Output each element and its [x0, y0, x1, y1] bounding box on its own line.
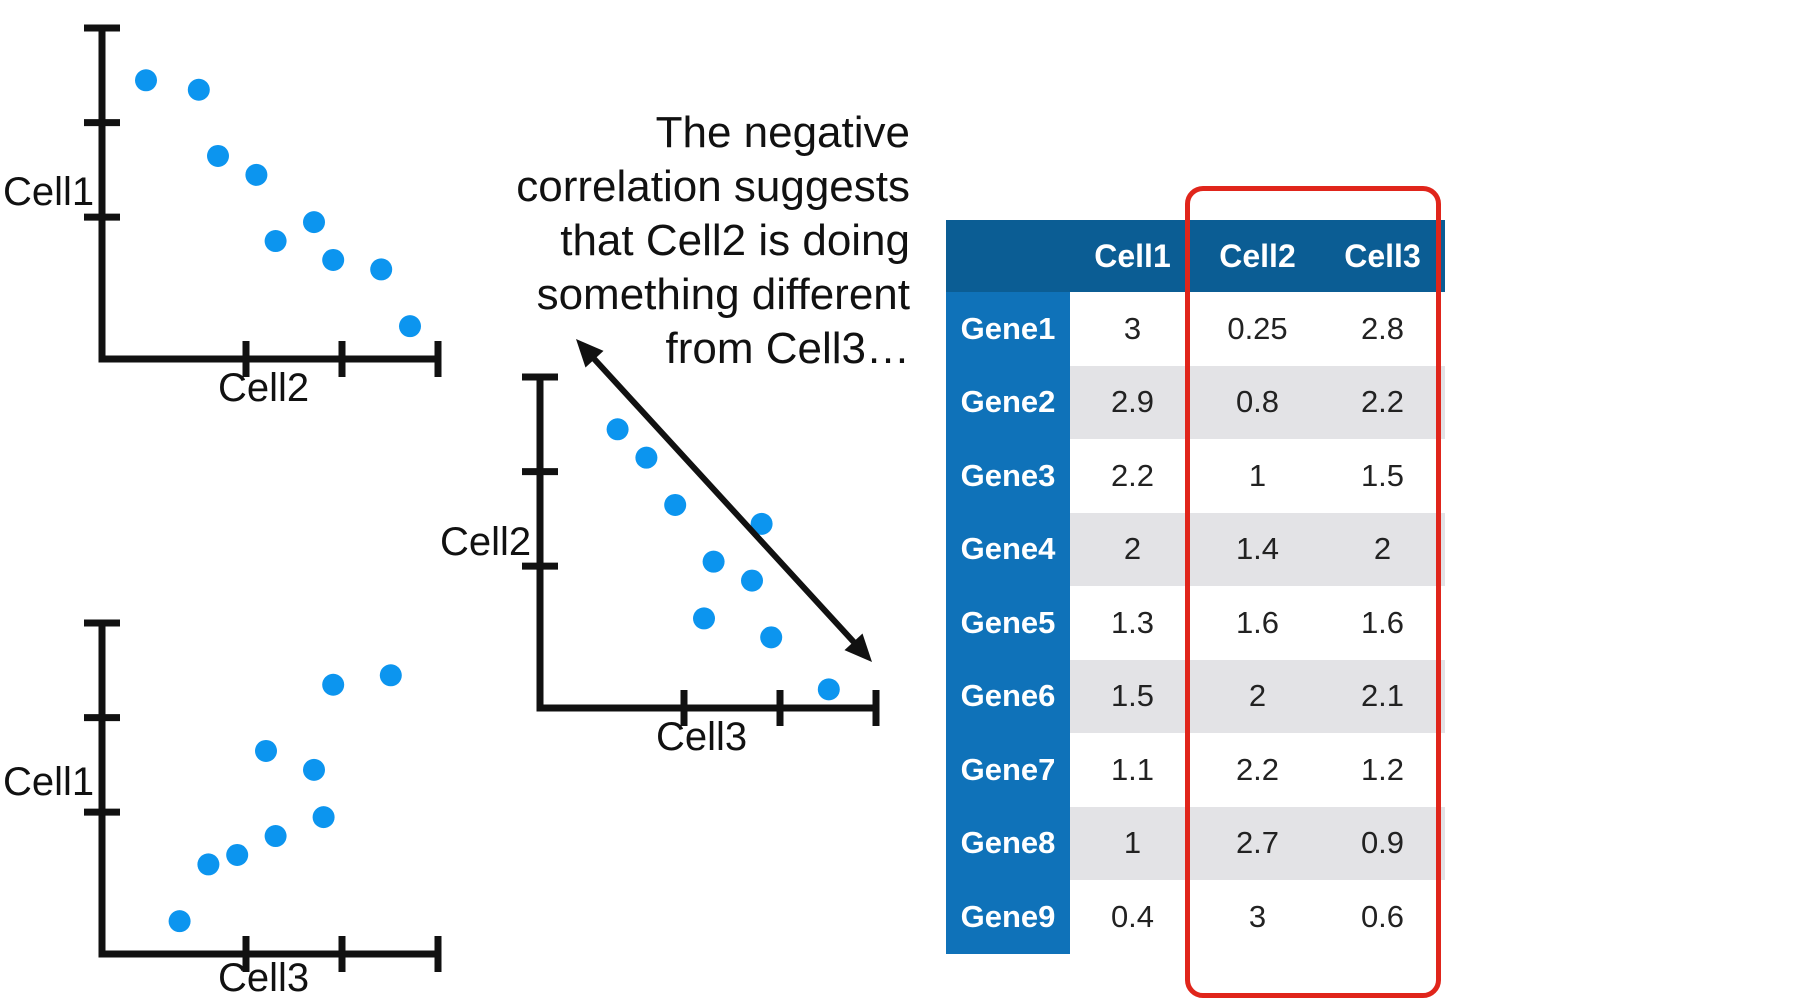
- annotation-line: correlation suggests: [516, 162, 910, 211]
- table-cell: 3: [1195, 880, 1320, 954]
- table-cell: 0.8: [1195, 365, 1320, 439]
- plot3-data-point: [760, 626, 783, 649]
- row-header-gene9: Gene9: [946, 880, 1070, 954]
- plot3-ylabel: Cell2: [440, 520, 532, 564]
- column-header-cell2: Cell2: [1195, 220, 1320, 292]
- plot3-data-point: [750, 512, 773, 535]
- table-cell: 1.3: [1070, 586, 1195, 660]
- row-header-gene5: Gene5: [946, 586, 1070, 660]
- plot2-ylabel: Cell1: [3, 760, 95, 804]
- trend-arrow-head-start: [576, 339, 604, 368]
- plot2-data-point: [255, 739, 277, 762]
- table-cell: 2.8: [1320, 292, 1445, 366]
- plot2-data-point: [322, 673, 345, 696]
- column-header-cell3: Cell3: [1320, 220, 1445, 292]
- table-row: Gene6 1.5 2 2.1: [946, 659, 1445, 733]
- table-body: Gene1 3 0.25 2.8 Gene2 2.9 0.8 2.2 Gene3 2.2 1 1.5 G…: [946, 292, 1445, 954]
- table-row: Gene8 1 2.7 0.9: [946, 806, 1445, 880]
- table-cell: 2.1: [1320, 659, 1445, 733]
- plot3-data-point: [741, 569, 763, 592]
- table-cell: 2.2: [1320, 365, 1445, 439]
- table-row: Gene3 2.2 1 1.5: [946, 439, 1445, 513]
- annotation-line: from Cell3…: [665, 324, 911, 373]
- table-cell: 2.7: [1195, 806, 1320, 880]
- table-row: Gene5 1.3 1.6 1.6: [946, 586, 1445, 660]
- table-cell: 1.5: [1070, 659, 1195, 733]
- annotation-line: The negative: [655, 108, 910, 157]
- plot2-data-point: [168, 910, 191, 933]
- table-cell: 1.1: [1070, 733, 1195, 807]
- plot3-data-point: [693, 607, 715, 630]
- plot3-data-point: [817, 678, 840, 701]
- annotation-line: something different: [536, 270, 910, 319]
- row-header-gene7: Gene7: [946, 733, 1070, 807]
- plot3-data-point: [664, 493, 687, 516]
- table-cell: 2: [1195, 659, 1320, 733]
- table-row: Gene4 2 1.4 2: [946, 512, 1445, 586]
- plot1-data-point: [187, 78, 210, 101]
- plot2-data-point: [379, 664, 402, 687]
- plot2-xlabel: Cell3: [218, 956, 310, 1000]
- table-row: Gene7 1.1 2.2 1.2: [946, 733, 1445, 807]
- plot1-data-point: [135, 69, 157, 92]
- row-header-gene8: Gene8: [946, 806, 1070, 880]
- plot2-data-point: [303, 758, 325, 781]
- table-cell: 1.4: [1195, 512, 1320, 586]
- table-cell: 3: [1070, 292, 1195, 366]
- trend-arrow-line: [583, 347, 865, 654]
- plot1-data-point: [322, 248, 345, 271]
- row-header-gene3: Gene3: [946, 439, 1070, 513]
- table-cell: 2.2: [1195, 733, 1320, 807]
- plot1-data-point: [399, 315, 421, 338]
- highlight-box-cell2-cell3: [1185, 186, 1441, 998]
- plot1-data-point: [370, 258, 393, 281]
- table-cell: 1: [1070, 806, 1195, 880]
- table-cell: 1.6: [1195, 586, 1320, 660]
- table-row: Gene2 2.9 0.8 2.2: [946, 365, 1445, 439]
- plot3-data-point: [702, 550, 725, 573]
- annotation-line: that Cell2 is doing: [560, 216, 910, 265]
- plot2-data-point: [264, 825, 287, 848]
- plot1-data-point: [245, 163, 268, 186]
- row-header-gene1: Gene1: [946, 292, 1070, 366]
- plot2-data-point: [312, 806, 335, 829]
- plot1-xlabel: Cell2: [218, 366, 310, 410]
- table-header-row: Cell1 Cell2 Cell3: [946, 220, 1445, 292]
- plot1-data-point: [303, 211, 325, 234]
- plot3-data-point: [635, 446, 658, 469]
- plot1-data-point: [264, 230, 287, 253]
- table-cell: 0.6: [1320, 880, 1445, 954]
- table-cell: 2: [1320, 512, 1445, 586]
- table-cell: 2.2: [1070, 439, 1195, 513]
- annotation-text: The negative correlation suggests that C…: [490, 106, 910, 376]
- table-row: Gene9 0.4 3 0.6: [946, 880, 1445, 954]
- plot2-data-point: [197, 853, 220, 876]
- table-corner-cell: [946, 220, 1070, 292]
- row-header-gene2: Gene2: [946, 365, 1070, 439]
- table-cell: 1.5: [1320, 439, 1445, 513]
- table-cell: 0.9: [1320, 806, 1445, 880]
- table-cell: 1: [1195, 439, 1320, 513]
- trend-arrow-head-end: [844, 633, 872, 662]
- row-header-gene6: Gene6: [946, 659, 1070, 733]
- table-cell: 2.9: [1070, 365, 1195, 439]
- table-row: Gene1 3 0.25 2.8: [946, 292, 1445, 366]
- column-header-cell1: Cell1: [1070, 220, 1195, 292]
- table-cell: 1.6: [1320, 586, 1445, 660]
- plot1-ylabel: Cell1: [3, 170, 95, 214]
- table-cell: 2: [1070, 512, 1195, 586]
- table-cell: 0.4: [1070, 880, 1195, 954]
- gene-expression-table: Cell1 Cell2 Cell3 Gene1 3 0.25 2.8 Gene2 2.9 0…: [946, 220, 1445, 954]
- table-cell: 1.2: [1320, 733, 1445, 807]
- plot2-data-point: [226, 843, 249, 866]
- plot1-data-point: [207, 144, 229, 167]
- plot3-data-point: [606, 418, 629, 441]
- row-header-gene4: Gene4: [946, 512, 1070, 586]
- plot3-xlabel: Cell3: [656, 715, 748, 759]
- table-cell: 0.25: [1195, 292, 1320, 366]
